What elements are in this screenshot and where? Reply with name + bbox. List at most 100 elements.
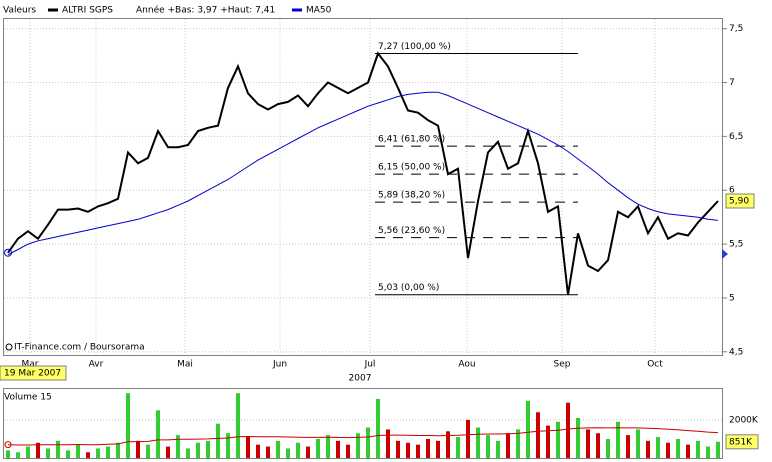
volume-bar bbox=[176, 435, 180, 458]
x-tick-label: Jun bbox=[272, 360, 287, 370]
volume-bar bbox=[576, 417, 580, 458]
legend-label: ALTRI SGPS bbox=[62, 6, 113, 16]
volume-bar bbox=[356, 433, 360, 458]
volume-bar bbox=[156, 410, 160, 458]
credit: IT-Finance.com / Boursorama bbox=[14, 343, 145, 353]
y-tick-label: 5 bbox=[729, 293, 735, 303]
x-tick-label: Sep bbox=[554, 360, 571, 370]
volume-bar bbox=[336, 440, 340, 458]
x-tick-label: Mai bbox=[177, 360, 193, 370]
x-tick-label: Mar bbox=[22, 360, 39, 370]
value-label: 851K bbox=[729, 437, 753, 447]
volume-bar bbox=[26, 446, 30, 458]
y-tick-label: 2000K bbox=[729, 415, 759, 425]
volume-bar bbox=[626, 435, 630, 458]
volume-bar bbox=[66, 450, 70, 458]
x-tick-label: Avr bbox=[89, 360, 104, 370]
volume-bar bbox=[516, 429, 520, 458]
volume-bar bbox=[676, 438, 680, 458]
marker bbox=[722, 249, 728, 259]
volume-bar bbox=[396, 440, 400, 458]
volume-bar bbox=[6, 450, 10, 458]
volume-bar bbox=[686, 444, 690, 458]
credit-icon bbox=[5, 343, 13, 351]
x-tick-label: Jul bbox=[364, 360, 376, 370]
price-frame bbox=[3, 18, 723, 356]
volume-average bbox=[7, 427, 719, 446]
volume-bar bbox=[76, 444, 80, 458]
fibonacci-label: 5,89 (38,20 %) bbox=[378, 191, 445, 201]
volume-bar bbox=[86, 452, 90, 458]
volume-bar bbox=[196, 442, 200, 458]
volume-bar bbox=[106, 446, 110, 458]
volume-bar bbox=[386, 429, 390, 458]
volume-bar bbox=[136, 440, 140, 458]
value-label-box bbox=[725, 193, 755, 209]
volume-bar bbox=[296, 442, 300, 458]
volume-frame bbox=[3, 388, 723, 459]
volume-bar bbox=[696, 440, 700, 458]
y-tick-label: 5,5 bbox=[729, 240, 743, 250]
volume-bar bbox=[346, 444, 350, 458]
volume-bar bbox=[116, 442, 120, 458]
volume-bar bbox=[46, 448, 50, 458]
volume-bar bbox=[526, 400, 530, 458]
volume-bar bbox=[186, 448, 190, 458]
volume-bar bbox=[366, 427, 370, 458]
volume-bar bbox=[206, 440, 210, 458]
volume-bar bbox=[286, 448, 290, 458]
volume-bar bbox=[596, 433, 600, 458]
volume-bar bbox=[126, 393, 130, 458]
volume-bar bbox=[316, 438, 320, 458]
volume-bar bbox=[506, 433, 510, 458]
y-tick-label: 6 bbox=[729, 186, 735, 196]
fibonacci-label: 7,27 (100,00 %) bbox=[378, 42, 451, 52]
volume-bar bbox=[486, 435, 490, 458]
volume-bar bbox=[716, 441, 720, 458]
volume-bar bbox=[96, 448, 100, 458]
volume-bar bbox=[636, 429, 640, 458]
volume-bar bbox=[16, 452, 20, 458]
volume-bar bbox=[216, 423, 220, 458]
volume-bar bbox=[426, 438, 430, 458]
volume-bar bbox=[496, 440, 500, 458]
value-label-box bbox=[725, 434, 759, 450]
volume-bar bbox=[566, 402, 570, 458]
price-line bbox=[7, 51, 719, 295]
date-label: 19 Mar 2007 bbox=[4, 369, 61, 379]
volume-bar bbox=[646, 440, 650, 458]
volume-bar bbox=[586, 429, 590, 458]
volume-bar bbox=[326, 435, 330, 458]
volume-bar bbox=[376, 398, 380, 458]
x-tick-label: Aou bbox=[458, 360, 475, 370]
ma-line bbox=[7, 91, 719, 256]
volume-bar bbox=[226, 433, 230, 458]
legend-label: MA50 bbox=[306, 6, 332, 16]
y-tick-label: 6,5 bbox=[729, 132, 743, 142]
y-tick-label: 7,5 bbox=[729, 24, 743, 34]
volume-bar bbox=[306, 446, 310, 458]
volume-bar bbox=[256, 444, 260, 458]
volume-bar bbox=[536, 412, 540, 458]
value-label: 5,90 bbox=[729, 197, 749, 207]
legend-title: Valeurs bbox=[3, 6, 36, 16]
x-tick-label: Oct bbox=[647, 360, 663, 370]
volume-bar bbox=[446, 431, 450, 458]
volume-bar bbox=[706, 446, 710, 458]
start-marker bbox=[4, 441, 12, 449]
fibonacci-label: 6,41 (61,80 %) bbox=[378, 135, 445, 145]
volume-bar bbox=[476, 427, 480, 458]
date-label-box bbox=[0, 365, 67, 381]
volume-title: Volume 15 bbox=[4, 393, 52, 403]
volume-bar bbox=[466, 419, 470, 458]
volume-bar bbox=[416, 444, 420, 458]
volume-bar bbox=[146, 444, 150, 458]
annotation: Année +Bas: 3,97 +Haut: 7,41 bbox=[136, 5, 275, 16]
volume-bar bbox=[666, 442, 670, 458]
volume-bar bbox=[556, 421, 560, 458]
fibonacci-label: 5,03 (0,00 %) bbox=[378, 283, 439, 293]
volume-bar bbox=[36, 442, 40, 458]
volume-bar bbox=[266, 446, 270, 458]
